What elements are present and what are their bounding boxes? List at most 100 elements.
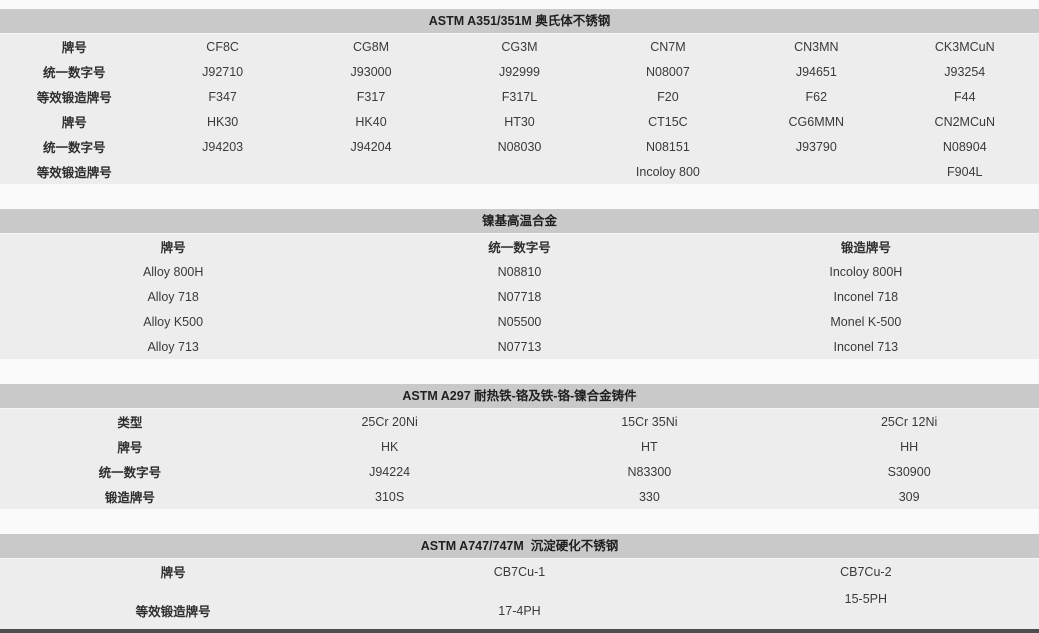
table-row: Alloy 800H N08810 Incoloy 800H [0,259,1039,284]
section-astm-a351-351m-austenitic-stainless-steel: ASTM A351/351M 奥氏体不锈钢 牌号 CF8C CG8M CG3M CN7M C… [0,9,1039,184]
row-label-cell: 牌号 [117,441,143,455]
table-cell: 15-5PH [844,592,888,606]
table-row: 等效锻造牌号 Incoloy 800 F904L [0,159,1039,184]
table-cell: 330 [638,489,660,504]
section-astm-a747-747m-precipitation-hardening-stainless-steel: ASTM A747/747M 沉淀硬化不锈钢牌号 CB7Cu-1 CB7Cu-2 等效… [0,534,1039,633]
table-cell: N08030 [497,139,542,154]
table-row: 类型 25Cr 20Ni 15Cr 35Ni 25Cr 12Ni [0,409,1039,434]
table-cell: Alloy 800H [142,264,204,279]
table-cell: CK3MCuN [934,39,995,54]
table-row: 牌号 统一数字号 锻造牌号 [0,234,1039,259]
table-cell: J94203 [202,139,244,154]
table-cell: Monel K-500 [830,314,902,329]
table-cell: F44 [953,89,976,104]
table-row: 锻造牌号 310S 330 309 [0,484,1039,509]
table-cell [148,159,296,184]
table-cell: HT30 [504,114,535,129]
row-label-cell: 牌号 [61,116,87,130]
table-cell: J94224 [369,464,411,479]
table-row: Alloy K500 N05500 Monel K-500 [0,309,1039,334]
table-cell: 25Cr 12Ni [880,414,938,429]
table-cell: CG3M [501,39,538,54]
table-cell: HH [900,439,919,454]
table-cell: HT [641,439,658,454]
table-cell: S30900 [887,464,931,479]
table-cell: CB7Cu-1 [493,564,546,579]
table-cell: J93000 [350,64,392,79]
table-cell: CB7Cu-2 [840,564,892,579]
table-cell: J93790 [795,139,837,154]
table-cell: HK40 [355,114,387,129]
table-cell: F20 [657,89,679,104]
table-cell: F904L [947,164,983,179]
table-row: 等效锻造牌号 17-4PH 15-5PH [0,584,1039,633]
table-cell: HK [380,439,399,454]
table-cell: F317L [501,89,538,104]
table-cell: Incoloy 800H [829,264,903,279]
table-cell: N05500 [497,314,542,329]
table-cell: J94204 [350,139,392,154]
table-cell: CG6MMN [788,114,845,129]
table-cell: HK30 [206,114,239,129]
row-label-cell: 等效锻造牌号 [135,605,211,619]
table-cell [742,159,890,184]
row-label-cell: 牌号 [61,41,87,55]
table-cell: N07713 [497,339,542,354]
table-cell: F317 [356,89,386,104]
table-cell [445,159,593,184]
conversion-table: 类型 25Cr 20Ni 15Cr 35Ni 25Cr 12Ni 牌号 HK HT HH 统一数… [0,409,1039,509]
table-cell: 统一数字号 [488,241,551,255]
table-cell: J92999 [498,64,540,79]
table-cell: CN2MCuN [934,114,995,129]
table-row: 统一数字号 J94224 N83300 S30900 [0,459,1039,484]
table-row: Alloy 713 N07713 Inconel 713 [0,334,1039,359]
table-cell: J92710 [202,64,244,79]
table-row: 牌号 HK HT HH [0,434,1039,459]
section-nickel-base-superalloy: 镍基高温合金牌号 统一数字号 锻造牌号 Alloy 800H N08810 Incoloy… [0,209,1039,359]
row-label-cell: 牌号 [160,566,186,580]
table-row: 牌号 CB7Cu-1 CB7Cu-2 [0,559,1039,584]
row-label-cell: 等效锻造牌号 [36,166,112,180]
table-cell: CT15C [648,114,688,129]
table-cell: CG8M [352,39,390,54]
table-cell [297,159,445,184]
table-cell: Alloy K500 [143,314,204,329]
table-cell: F347 [208,89,237,104]
table-cell: Inconel 718 [833,289,899,304]
row-label-cell: 统一数字号 [42,141,106,155]
table-row: 统一数字号 J94203 J94204 N08030 N08151 J93790 N0890… [0,134,1039,159]
table-cell: CF8C [206,39,239,54]
table-cell: 310S [375,489,405,504]
row-label-cell: 锻造牌号 [104,491,155,505]
table-cell: N08810 [497,264,542,279]
table-cell: 锻造牌号 [840,241,891,255]
table-cell: N08904 [942,139,987,154]
conversion-table: 牌号 统一数字号 锻造牌号 Alloy 800H N08810 Incoloy 800H A… [0,234,1039,359]
table-row: Alloy 718 N07718 Inconel 718 [0,284,1039,309]
table-cell: Incoloy 800 [635,164,700,179]
row-label-cell: 类型 [117,416,143,430]
table-title: ASTM A297 耐热铁-铬及铁-铬-镍合金铸件 [0,384,1039,409]
table-cell: N08151 [646,139,690,154]
table-cell: 309 [898,489,920,504]
row-label-cell: 牌号 [160,241,186,255]
table-row: 统一数字号 J92710 J93000 J92999 N08007 J94651 J9325… [0,59,1039,84]
table-cell: F62 [805,89,828,104]
row-label-cell: 统一数字号 [98,466,162,480]
bottom-bar [0,629,1039,633]
table-row: 牌号 HK30 HK40 HT30 CT15C CG6MMN CN2MCuN [0,109,1039,134]
table-title: 镍基高温合金 [0,209,1039,234]
table-cell: N07718 [497,289,542,304]
table-cell: 17-4PH [498,603,541,618]
material-conversion-tables: ASTM A351/351M 奥氏体不锈钢 牌号 CF8C CG8M CG3M CN7M C… [0,9,1039,633]
table-cell: J93254 [944,64,986,79]
table-row: 牌号 CF8C CG8M CG3M CN7M CN3MN CK3MCuN [0,34,1039,59]
table-cell: 25Cr 20Ni [361,414,418,429]
table-cell: Alloy 713 [147,339,199,354]
table-cell: Alloy 718 [147,289,199,304]
table-cell: CN3MN [794,39,839,54]
table-cell: 15Cr 35Ni [621,414,678,429]
table-title: ASTM A747/747M 沉淀硬化不锈钢 [0,534,1039,559]
table-cell: J94651 [795,64,837,79]
table-cell: N83300 [627,464,672,479]
